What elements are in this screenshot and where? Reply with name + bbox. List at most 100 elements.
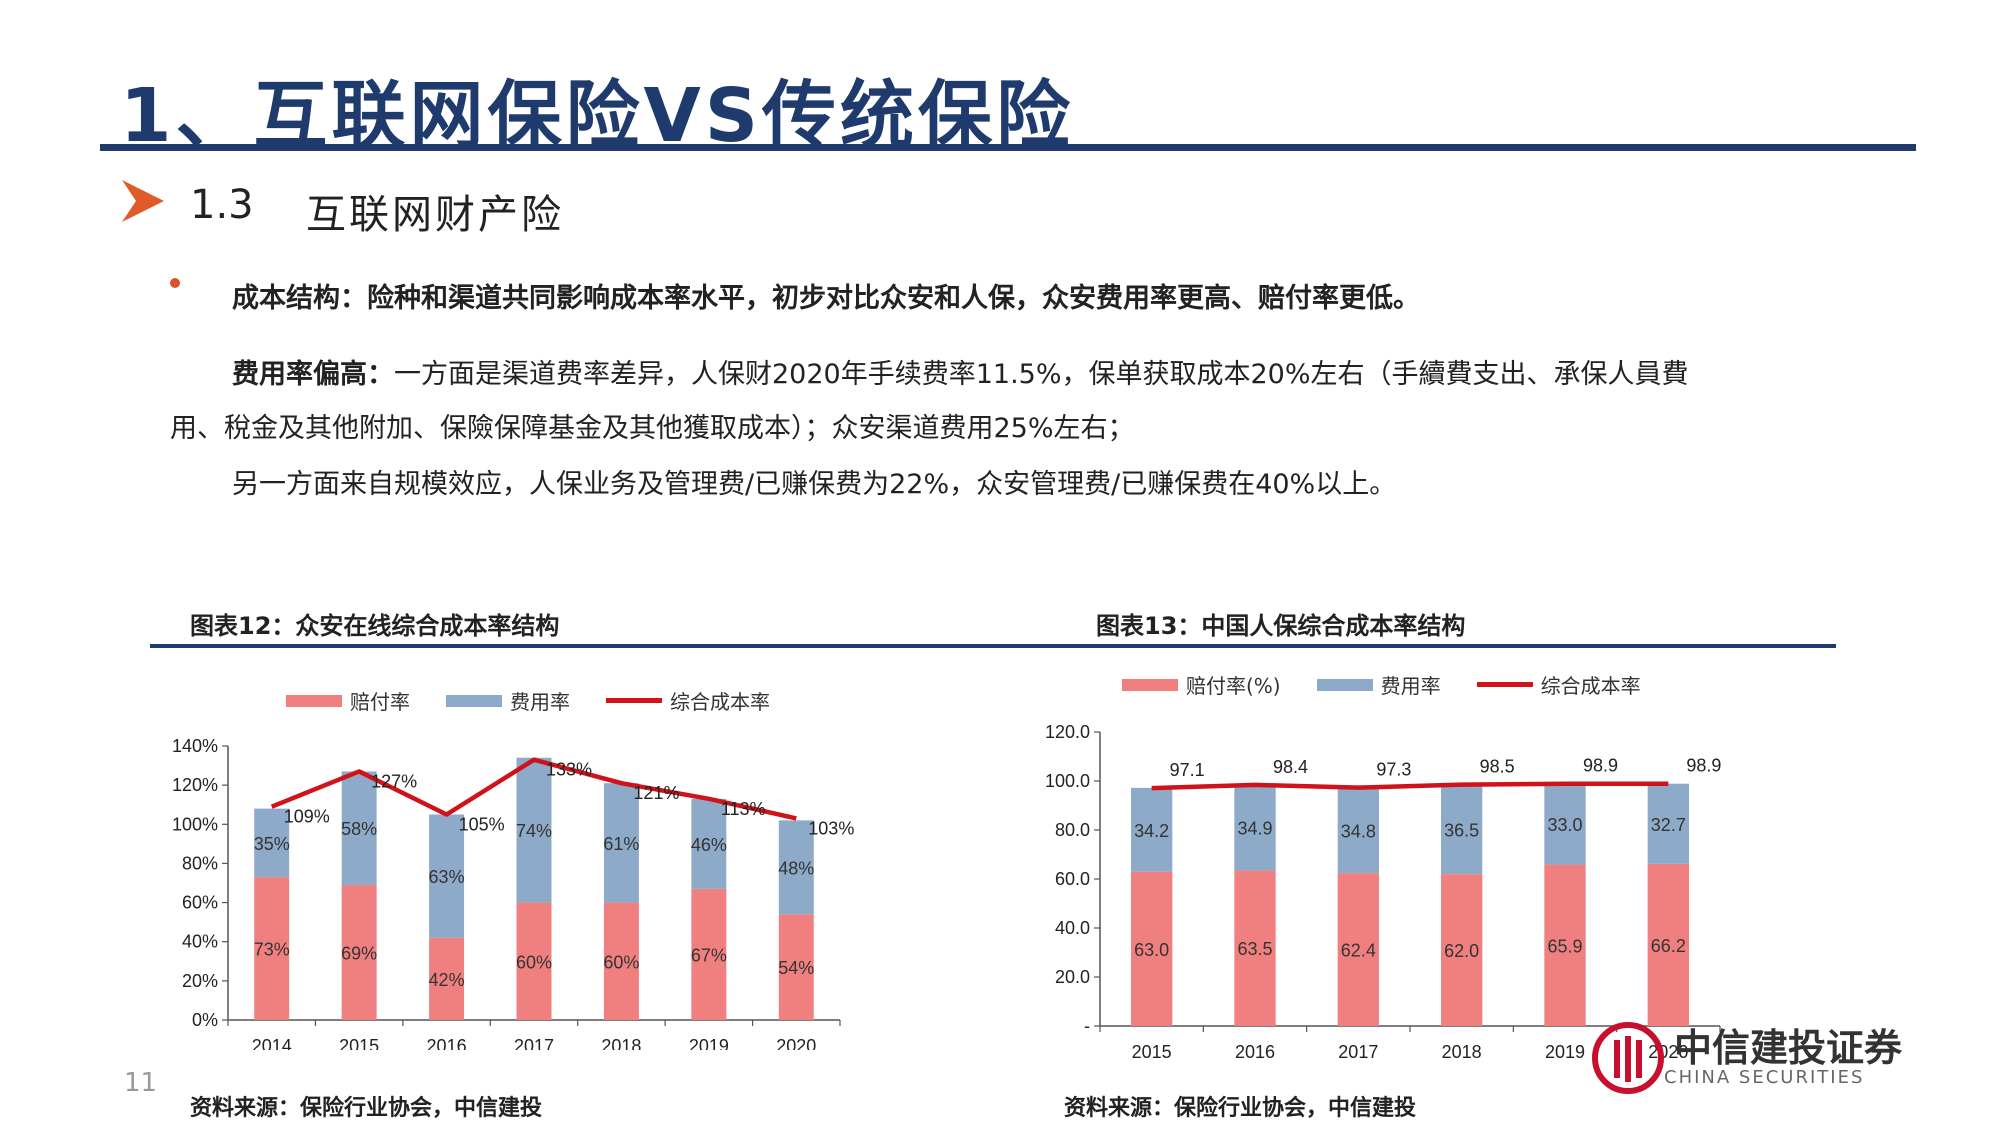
logo-text: 中信建投证券 — [1674, 1025, 1903, 1070]
legend-swatch-claims — [1122, 678, 1178, 691]
data-label-combined: 127% — [371, 771, 417, 791]
x-tick-label: 2018 — [1442, 1042, 1482, 1060]
bar-claims — [1234, 870, 1276, 1026]
data-label-combined: 97.3 — [1376, 760, 1411, 780]
data-label-expense: 33.0 — [1547, 815, 1582, 835]
bar-claims — [1544, 864, 1586, 1026]
bar-claims — [516, 902, 552, 1020]
y-tick-label: 140% — [172, 736, 218, 756]
legend-label-expense: 费用率 — [510, 690, 570, 714]
bar-claims — [1337, 873, 1379, 1026]
data-label-claims: 66.2 — [1651, 936, 1686, 956]
y-tick-label: 40% — [182, 932, 218, 952]
chart-zhongan: 0% 20% 40% 60% 80% 100% 120% 140% 73% 35% 2014 69% 5… — [172, 736, 854, 1050]
legend-swatch-combined — [606, 698, 662, 703]
data-label-expense: 61% — [603, 834, 639, 854]
bar-expense — [1131, 787, 1173, 872]
bar-expense — [603, 783, 639, 903]
logo-subtext: CHINA SECURITIES — [1664, 1066, 1865, 1088]
bar-expense — [778, 820, 814, 915]
legend-swatch-claims — [286, 694, 342, 707]
section-arrow-icon — [118, 176, 168, 230]
bullet-text: 险种和渠道共同影响成本率水平，初步对比众安和人保，众安费用率更高、赔付率更低。 — [367, 283, 1420, 314]
data-label-claims: 62.4 — [1341, 941, 1376, 961]
data-label-expense: 34.2 — [1134, 821, 1169, 841]
x-tick-label: 2019 — [689, 1036, 729, 1050]
bullet-dot — [170, 278, 180, 288]
bar-expense — [1234, 784, 1276, 871]
data-label-combined: 98.5 — [1480, 757, 1515, 777]
fig13-title: 图表13：中国人保综合成本率结构 — [1096, 612, 1466, 640]
bar-expense — [254, 808, 290, 878]
data-label-claims: 65.9 — [1547, 936, 1582, 956]
bullet-line: 成本结构：险种和渠道共同影响成本率水平，初步对比众安和人保，众安费用率更高、赔付… — [232, 276, 1420, 315]
y-tick-label: 100% — [172, 814, 218, 834]
data-label-combined: 98.9 — [1686, 756, 1721, 776]
page-number: 11 — [124, 1068, 158, 1098]
y-tick-label: 20.0 — [1055, 967, 1090, 987]
data-label-combined: 121% — [633, 783, 679, 803]
data-label-expense: 63% — [429, 867, 465, 887]
bar-claims — [1131, 871, 1173, 1026]
data-label-expense: 74% — [516, 821, 552, 841]
legend-item-expense: 费用率 — [446, 686, 570, 715]
legend-item-combined: 综合成本率 — [1476, 670, 1641, 699]
legend-label-combined: 综合成本率 — [670, 690, 770, 714]
bar-claims — [254, 877, 290, 1020]
legend-label-combined: 综合成本率 — [1540, 674, 1641, 698]
data-label-expense: 58% — [341, 819, 377, 839]
data-label-combined: 98.9 — [1583, 756, 1618, 776]
bar-expense — [1647, 783, 1689, 864]
title-rule — [100, 144, 1916, 151]
data-label-combined: 103% — [808, 818, 854, 838]
data-label-expense: 35% — [254, 834, 290, 854]
legend-fig12: 赔付率 费用率 综合成本率 — [286, 686, 806, 715]
x-tick-label: 2016 — [427, 1036, 467, 1050]
logo-text-block: 中信建投证券 CHINA SECURITIES — [1664, 1029, 1902, 1088]
y-tick-label: 0% — [192, 1010, 218, 1030]
paragraph-1-text-b: 用、稅金及其他附加、保險保障基金及其他獲取成本）；众安渠道费用25%左右； — [170, 413, 1135, 444]
bar-claims — [1441, 874, 1483, 1026]
bar-claims — [691, 888, 727, 1020]
legend-fig13: 赔付率(%) 费用率 综合成本率 — [1122, 670, 1677, 699]
line-combined-ratio — [270, 757, 797, 821]
legend-label-claims: 赔付率 — [350, 690, 410, 714]
bar-expense — [1544, 783, 1586, 865]
data-label-claims: 60% — [516, 952, 552, 972]
data-label-expense: 34.9 — [1237, 819, 1272, 839]
x-tick-label: 2014 — [252, 1036, 292, 1050]
bar-claims — [1647, 863, 1689, 1026]
paragraph-2: 另一方面来自规模效应，人保业务及管理费/已赚保费为22%，众安管理费/已赚保费在… — [232, 469, 1397, 500]
legend-swatch-expense — [446, 694, 502, 707]
bar-expense — [1441, 784, 1483, 875]
y-tick-label: 60.0 — [1055, 869, 1090, 889]
x-tick-label: 2015 — [1132, 1042, 1172, 1060]
y-tick-label: 80% — [182, 853, 218, 873]
bar-expense — [429, 814, 465, 938]
data-label-claims: 62.0 — [1444, 941, 1479, 961]
bar-claims — [778, 914, 814, 1020]
data-label-combined: 109% — [284, 807, 330, 827]
data-label-combined: 97.1 — [1170, 760, 1205, 780]
bar-expense — [1337, 787, 1379, 874]
y-tick-label: 20% — [182, 971, 218, 991]
data-label-claims: 54% — [778, 958, 814, 978]
section-number: 1.3 — [190, 182, 254, 228]
legend-swatch-combined — [1476, 682, 1533, 687]
x-tick-label: 2018 — [601, 1036, 641, 1050]
paragraph-1a: 费用率偏高：一方面是渠道费率差异，人保财2020年手续费率11.5%，保单获取成… — [232, 352, 1689, 391]
bar-expense — [691, 798, 727, 889]
data-label-combined: 113% — [721, 799, 766, 819]
line-combined-ratio — [1151, 781, 1669, 791]
x-tick-label: 2019 — [1545, 1042, 1585, 1060]
x-tick-label: 2017 — [514, 1036, 554, 1050]
bar-expense — [516, 757, 552, 903]
y-tick-label: 80.0 — [1055, 820, 1090, 840]
legend-label-claims: 赔付率(%) — [1186, 674, 1281, 698]
data-label-claims: 60% — [603, 952, 639, 972]
source-fig12: 资料来源：保险行业协会，中信建投 — [190, 1096, 543, 1121]
data-label-combined: 98.4 — [1273, 757, 1308, 777]
figure-rule — [150, 644, 1836, 648]
legend-item-combined: 综合成本率 — [606, 686, 770, 715]
legend-item-expense: 费用率 — [1316, 670, 1441, 699]
